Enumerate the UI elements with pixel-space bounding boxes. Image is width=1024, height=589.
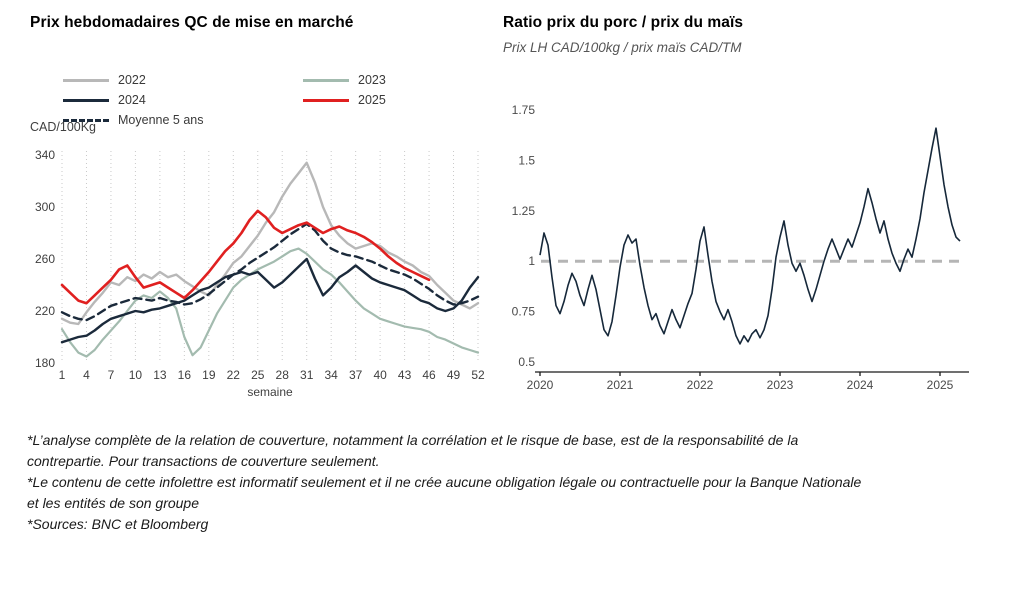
y-tick-label: 1 (528, 254, 535, 268)
ratio-chart: 0.5 0.75 1 1.25 1.5 1.75 2020 2021 2022 2023 2024 2… (512, 103, 969, 392)
x-tick-label: 37 (349, 368, 363, 382)
series-line-2022 (60, 161, 480, 326)
y-tick-label: 340 (35, 148, 55, 162)
footnote-sources: *Sources: BNC et Bloomberg (27, 516, 209, 532)
x-tick-label: 43 (398, 368, 412, 382)
legend-swatch-icon (63, 118, 109, 122)
legend-item-2022: 2022 (63, 72, 303, 88)
x-tick-label: 2022 (687, 378, 714, 392)
right-chart-subtitle: Prix LH CAD/100kg / prix maïs CAD/TM (503, 40, 742, 55)
x-tick-label: 2025 (927, 378, 954, 392)
series-line-2023 (60, 247, 480, 358)
footnote-coverage: *L’analyse complète de la relation de co… (27, 432, 799, 469)
x-tick-label: 13 (153, 368, 167, 382)
x-tick-label: 49 (447, 368, 461, 382)
legend-swatch-icon (63, 98, 109, 102)
legend-swatch-icon (303, 98, 349, 102)
legend-label: Moyenne 5 ans (118, 113, 204, 127)
x-tick-label: 16 (178, 368, 192, 382)
legend-label: 2022 (118, 73, 146, 87)
x-tick-label: 2023 (767, 378, 794, 392)
x-tick-label: 31 (300, 368, 314, 382)
legend-label: 2024 (118, 93, 146, 107)
weekly-prices-chart: 1 4 7 10 13 16 19 22 25 28 31 34 37 40 43 46 49 52 180 220 2… (35, 148, 485, 399)
series-line-2024 (60, 257, 480, 344)
x-tick-label: 7 (108, 368, 115, 382)
legend-item-moyenne-5-ans: Moyenne 5 ans (63, 112, 303, 128)
x-tick-label: 40 (373, 368, 387, 382)
x-tick-label: 52 (471, 368, 485, 382)
y-tick-label: 260 (35, 252, 55, 266)
series-line-2025 (60, 209, 431, 305)
x-tick-label: 22 (227, 368, 241, 382)
legend-swatch-icon (303, 78, 349, 82)
x-tick-label: 4 (83, 368, 90, 382)
legend-item-2024: 2024 (63, 92, 303, 108)
footnotes: *L’analyse complète de la relation de co… (27, 430, 875, 535)
legend-item-2025: 2025 (303, 92, 503, 108)
x-tick-label: 34 (324, 368, 338, 382)
y-tick-label: 0.5 (518, 355, 535, 369)
x-tick-label: 46 (422, 368, 436, 382)
y-tick-label: 300 (35, 200, 55, 214)
series-line-moyenne-5-ans (60, 222, 480, 322)
legend-item-2023: 2023 (303, 72, 503, 88)
footnote-legal: *Le contenu de cette infolettre est info… (27, 474, 862, 511)
left-chart-y-axis-label: CAD/100Kg (30, 120, 97, 134)
y-tick-label: 0.75 (512, 305, 536, 319)
x-tick-label: 2020 (527, 378, 554, 392)
legend-label: 2025 (358, 93, 386, 107)
series-line-ratio (539, 127, 961, 345)
y-tick-label: 220 (35, 304, 55, 318)
x-axis-label: semaine (247, 385, 293, 399)
x-tick-label: 2024 (847, 378, 874, 392)
y-tick-label: 1.5 (518, 153, 535, 167)
right-chart-title: Ratio prix du porc / prix du maïs (503, 14, 744, 31)
legend-label: 2023 (358, 73, 386, 87)
x-tick-label: 1 (59, 368, 66, 382)
x-tick-label: 2021 (607, 378, 634, 392)
x-tick-label: 10 (129, 368, 143, 382)
y-tick-label: 1.75 (512, 103, 536, 117)
x-tick-label: 28 (276, 368, 290, 382)
x-tick-label: 25 (251, 368, 265, 382)
left-chart-legend: 2022 2023 2024 2025 Moyenne 5 ans (63, 72, 503, 128)
y-tick-label: 180 (35, 356, 55, 370)
y-tick-label: 1.25 (512, 204, 536, 218)
x-tick-label: 19 (202, 368, 216, 382)
left-chart-title: Prix hebdomadaires QC de mise en marché (30, 14, 354, 31)
legend-swatch-icon (63, 78, 109, 82)
